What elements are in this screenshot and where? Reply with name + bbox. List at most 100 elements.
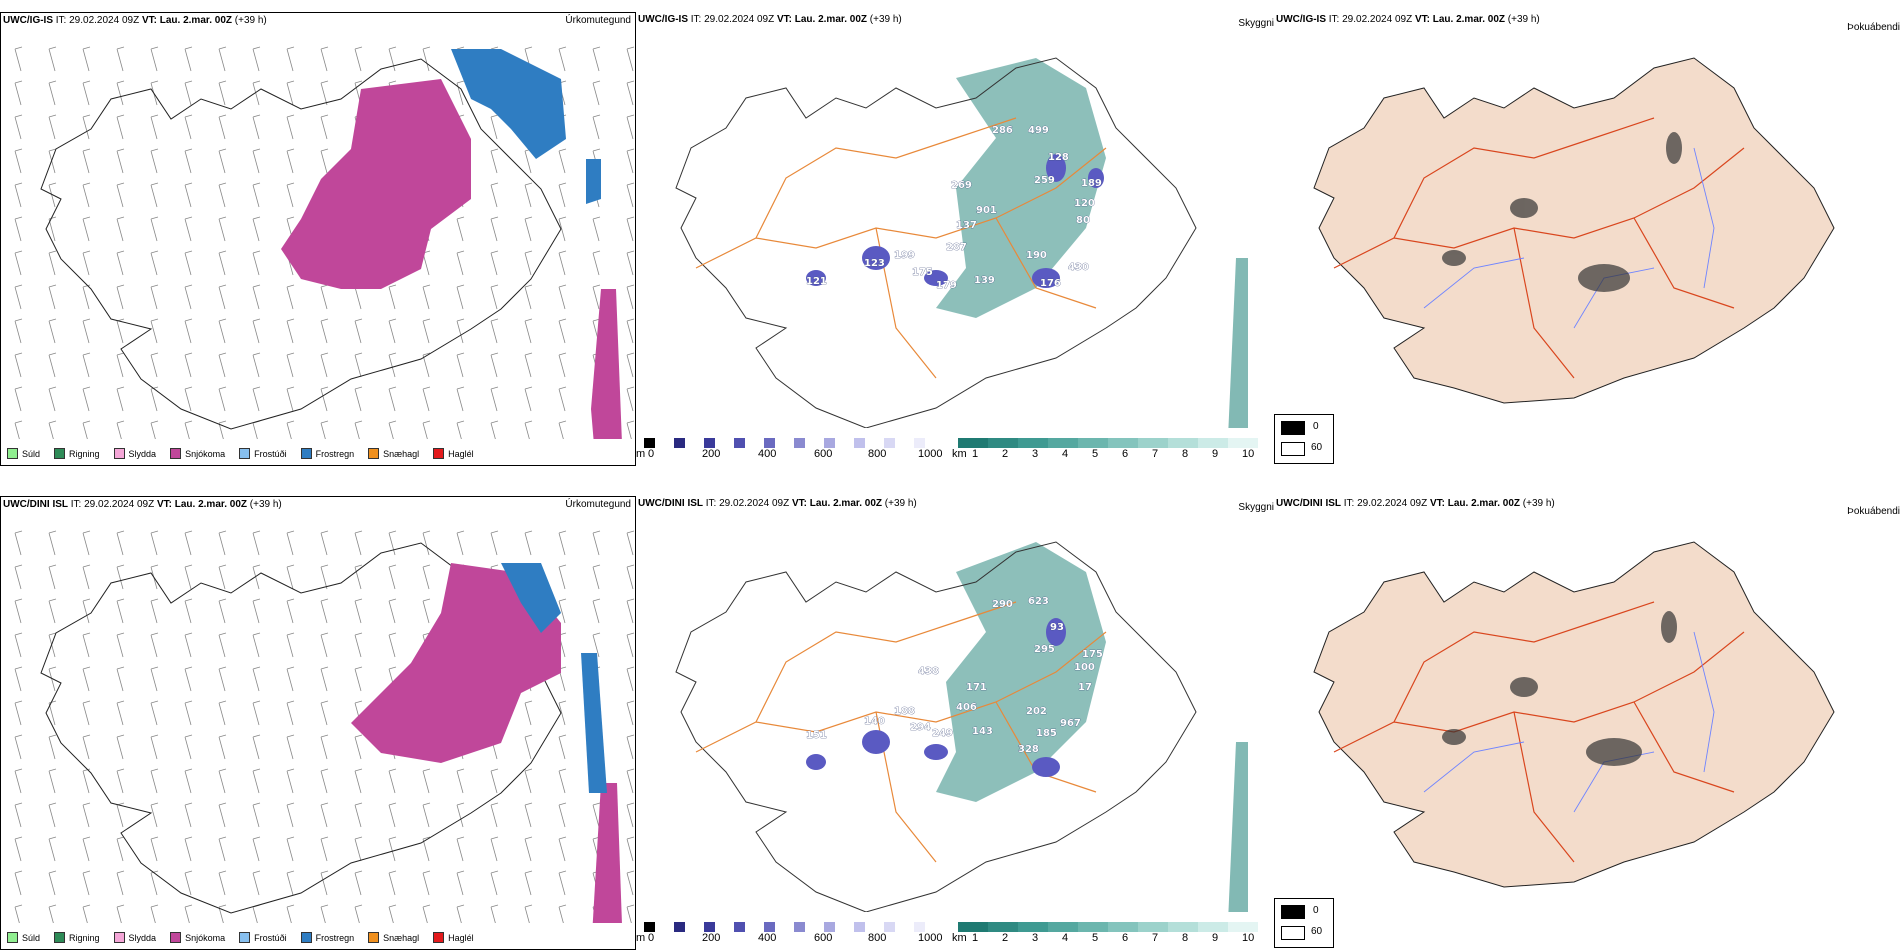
- wind-barb: [184, 80, 193, 106]
- wind-barb: [82, 632, 91, 658]
- wind-barb: [14, 352, 23, 378]
- cbar-tick: 9: [1212, 448, 1219, 460]
- wind-barb: [252, 148, 261, 174]
- wind-barb: [490, 802, 499, 828]
- roads: [695, 117, 1107, 379]
- legend-swatch-sleet: [113, 448, 125, 459]
- wind-barb: [184, 148, 193, 174]
- cbar-cell: [1228, 438, 1258, 448]
- wind-barb: [184, 802, 193, 828]
- wind-barb: [490, 386, 499, 412]
- wind-barb: [82, 564, 91, 590]
- wind-barb: [490, 318, 499, 344]
- wind-barb: [592, 530, 601, 556]
- wind-barb: [354, 870, 363, 896]
- precip-map: [14, 530, 635, 923]
- wind-barb: [558, 598, 567, 624]
- cbar-cell: [958, 438, 988, 448]
- wind-barb: [150, 46, 159, 72]
- fog-swatch-light: [1281, 926, 1305, 940]
- wind-barb: [14, 46, 23, 72]
- wind-barb: [626, 352, 635, 378]
- wind-barb: [388, 284, 397, 310]
- wind-barb: [218, 352, 227, 378]
- wind-barb: [388, 46, 397, 72]
- cbar-cell: [1078, 438, 1108, 448]
- wind-barb: [626, 564, 635, 590]
- wind-barb: [252, 836, 261, 862]
- wind-barb: [150, 284, 159, 310]
- wind-barb: [184, 632, 193, 658]
- wind-barb: [48, 700, 57, 726]
- panel-header: UWC/DINI ISL IT: 29.02.2024 09Z VT: Lau.…: [3, 499, 282, 510]
- wind-barb: [252, 318, 261, 344]
- wind-barb: [626, 318, 635, 344]
- wind-barb: [14, 734, 23, 760]
- wind-barb: [524, 284, 533, 310]
- wind-barb: [218, 870, 227, 896]
- wind-barb: [218, 80, 227, 106]
- wind-barb: [422, 420, 431, 439]
- wind-barb: [116, 420, 125, 439]
- wind-barb: [320, 318, 329, 344]
- cbar-tick: 400: [758, 448, 777, 460]
- wind-barb: [592, 598, 601, 624]
- wind-barb: [626, 114, 635, 140]
- wind-barb: [592, 802, 601, 828]
- wind-barb: [48, 284, 57, 310]
- cbar-tick: 2: [1002, 932, 1009, 944]
- wind-barb: [48, 768, 57, 794]
- fog-legend-bottom: 0 60: [1274, 898, 1334, 948]
- wind-barb: [48, 666, 57, 692]
- wind-barb: [14, 870, 23, 896]
- fog-patches: [1442, 132, 1682, 292]
- wind-barb: [592, 216, 601, 242]
- wind-barb: [218, 768, 227, 794]
- wind-barb: [14, 148, 23, 174]
- legend-item: Snjókoma: [170, 448, 225, 459]
- cbar-tick: 10: [1242, 448, 1255, 460]
- wind-barb: [116, 904, 125, 923]
- panel-header: UWC/DINI ISL IT: 29.02.2024 09Z VT: Lau.…: [638, 498, 917, 509]
- wind-barb: [422, 318, 431, 344]
- wind-barb: [558, 734, 567, 760]
- wind-barb: [218, 148, 227, 174]
- wind-barb: [218, 632, 227, 658]
- panel-title: Þokuábendi: [1847, 22, 1900, 33]
- wind-barb: [150, 904, 159, 923]
- wind-barb: [82, 250, 91, 276]
- cbar-cell: [1018, 438, 1048, 448]
- height-label: 290: [992, 599, 1013, 610]
- wind-barb: [320, 80, 329, 106]
- cbar-tick: 200: [702, 448, 721, 460]
- visibility-colorbar: km 1 2 3 4 5 6 7 8 9 10: [952, 922, 1272, 944]
- wind-barb: [558, 46, 567, 72]
- wind-barb: [626, 250, 635, 276]
- cbar-tick: 400: [758, 932, 777, 944]
- wind-barb: [14, 386, 23, 412]
- wind-barb: [14, 420, 23, 439]
- wind-barb: [252, 80, 261, 106]
- legend-item: Snæhagl: [368, 448, 419, 459]
- height-label: 100: [1074, 662, 1095, 673]
- wind-barb: [150, 420, 159, 439]
- cloud-visibility-map: 286 499 128 259 189 120 269 901 137 287 …: [675, 57, 1248, 428]
- cbar-cell: [1048, 438, 1078, 448]
- cbar-tick: 10: [1242, 932, 1255, 944]
- wind-barb: [116, 182, 125, 208]
- wind-barb: [48, 114, 57, 140]
- wind-barb: [490, 768, 499, 794]
- cbar-cell: [884, 438, 895, 448]
- wind-barb: [48, 46, 57, 72]
- wind-barb: [14, 666, 23, 692]
- wind-barb: [82, 598, 91, 624]
- cbar-cell: [734, 438, 745, 448]
- wind-barb: [150, 352, 159, 378]
- wind-barb: [354, 904, 363, 923]
- fog-map: [1313, 541, 1835, 888]
- fog-tick: 60: [1311, 926, 1323, 937]
- height-label: 137: [956, 220, 977, 231]
- wind-barb: [218, 250, 227, 276]
- cbar-tick: 7: [1152, 932, 1159, 944]
- legend-item: Slydda: [113, 932, 156, 943]
